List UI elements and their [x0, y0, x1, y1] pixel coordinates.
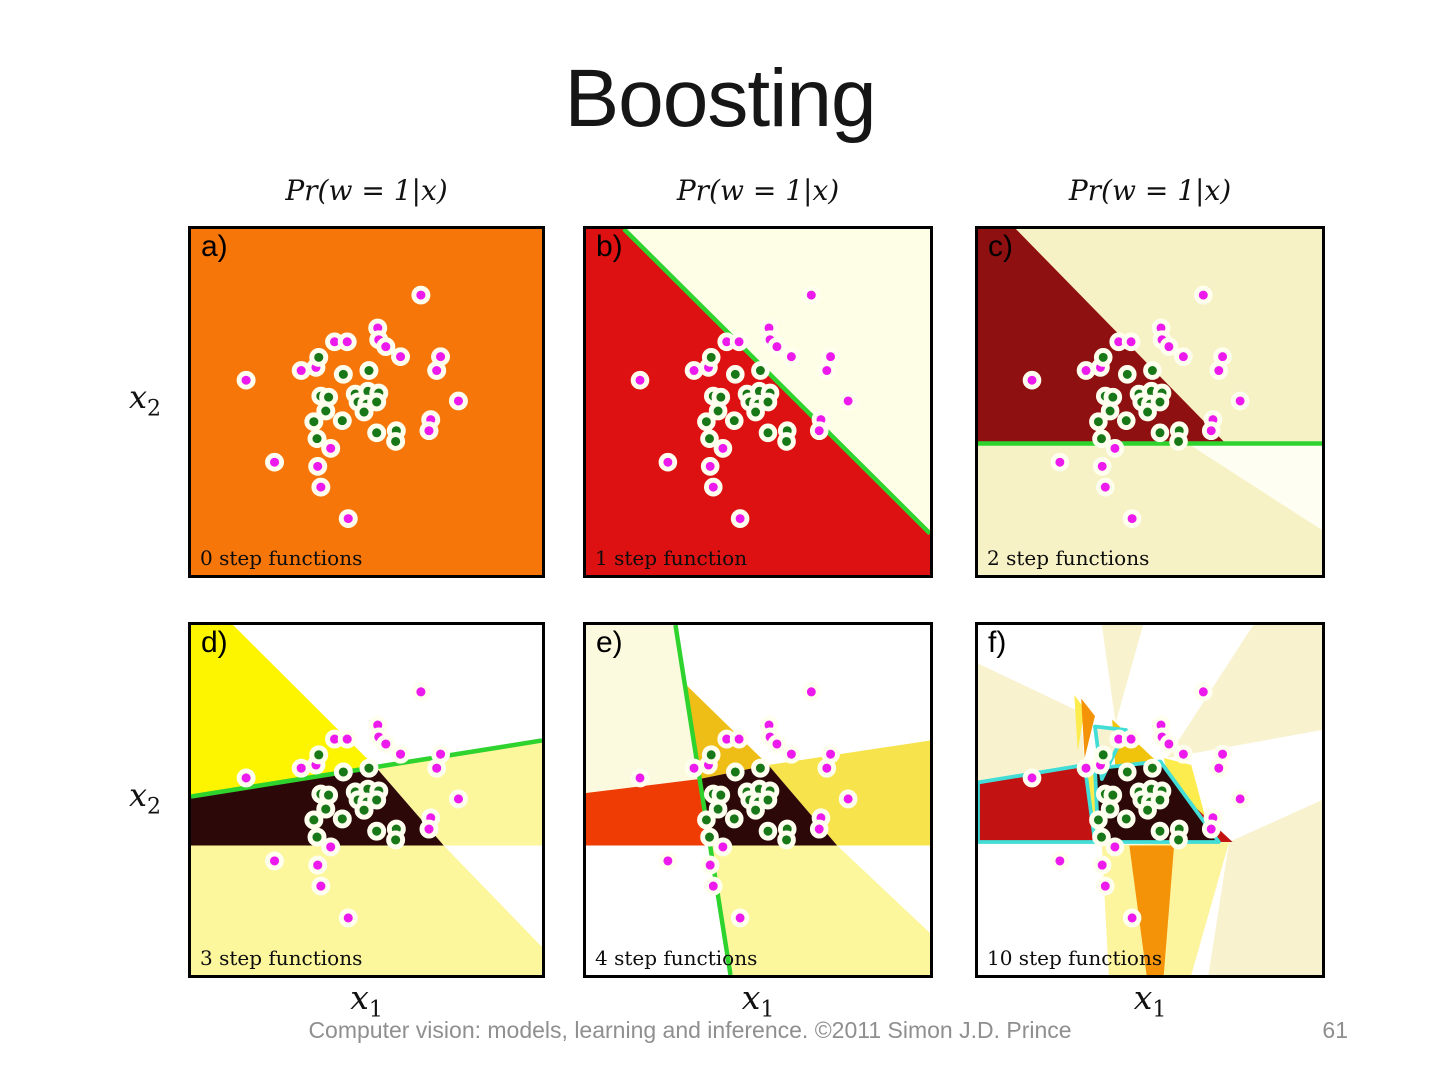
- panel-c: c) 2 step functions: [975, 226, 1325, 578]
- x-axis-base: x: [350, 978, 369, 1017]
- panel-b-label: b): [596, 230, 623, 263]
- panel-b: b) 1 step function: [583, 226, 933, 578]
- y-axis-base: x: [128, 378, 148, 416]
- panel-e-label: e): [596, 626, 623, 659]
- panel-d-label: d): [201, 626, 228, 659]
- panel-f: f) 10 step functions: [975, 622, 1325, 978]
- slide-title: Boosting: [564, 53, 876, 144]
- x-axis-label-d: x1: [188, 978, 545, 1023]
- panel-c-caption: 2 step functions: [987, 546, 1150, 570]
- panel-b-caption: 1 step function: [595, 546, 748, 570]
- panel-e-plot: [586, 625, 930, 975]
- y-axis-sub: 2: [147, 794, 162, 820]
- panel-f-caption: 10 step functions: [987, 946, 1163, 970]
- panel-a: a) 0 step functions: [188, 226, 545, 578]
- panel-a-label: a): [201, 230, 228, 263]
- panel-c-label: c): [988, 230, 1013, 263]
- panel-e: e) 4 step functions: [583, 622, 933, 978]
- panel-e-caption: 4 step functions: [595, 946, 758, 970]
- panel-c-plot: [978, 229, 1322, 575]
- x-axis-base: x: [1133, 978, 1153, 1017]
- y-axis-base: x: [128, 776, 148, 814]
- page-number: 61: [1322, 1017, 1348, 1043]
- panel-f-plot: [978, 625, 1322, 975]
- panel-d-plot: [191, 625, 542, 975]
- panel-header-a: Pr(w = 1|x): [285, 174, 448, 207]
- x-axis-sub: 1: [760, 997, 775, 1023]
- panel-b-plot: [586, 229, 930, 575]
- y-axis-sub: 2: [147, 396, 162, 422]
- panel-d-caption: 3 step functions: [200, 946, 363, 970]
- y-axis-label-row1: x2: [100, 378, 190, 421]
- y-axis-label-row2: x2: [100, 776, 190, 819]
- x-axis-label-e: x1: [583, 978, 933, 1023]
- x-axis-label-f: x1: [975, 978, 1325, 1023]
- panel-d: d) 3 step functions: [188, 622, 545, 978]
- panel-header-c: Pr(w = 1|x): [1068, 174, 1232, 207]
- panel-a-caption: 0 step functions: [200, 546, 363, 570]
- panel-header-b: Pr(w = 1|x): [676, 174, 840, 207]
- panel-f-label: f): [988, 626, 1007, 659]
- x-axis-base: x: [741, 978, 761, 1017]
- panel-a-plot: [191, 229, 542, 575]
- x-axis-sub: 1: [368, 997, 383, 1023]
- x-axis-sub: 1: [1152, 997, 1167, 1023]
- footer-credit: Computer vision: models, learning and in…: [308, 1017, 1072, 1043]
